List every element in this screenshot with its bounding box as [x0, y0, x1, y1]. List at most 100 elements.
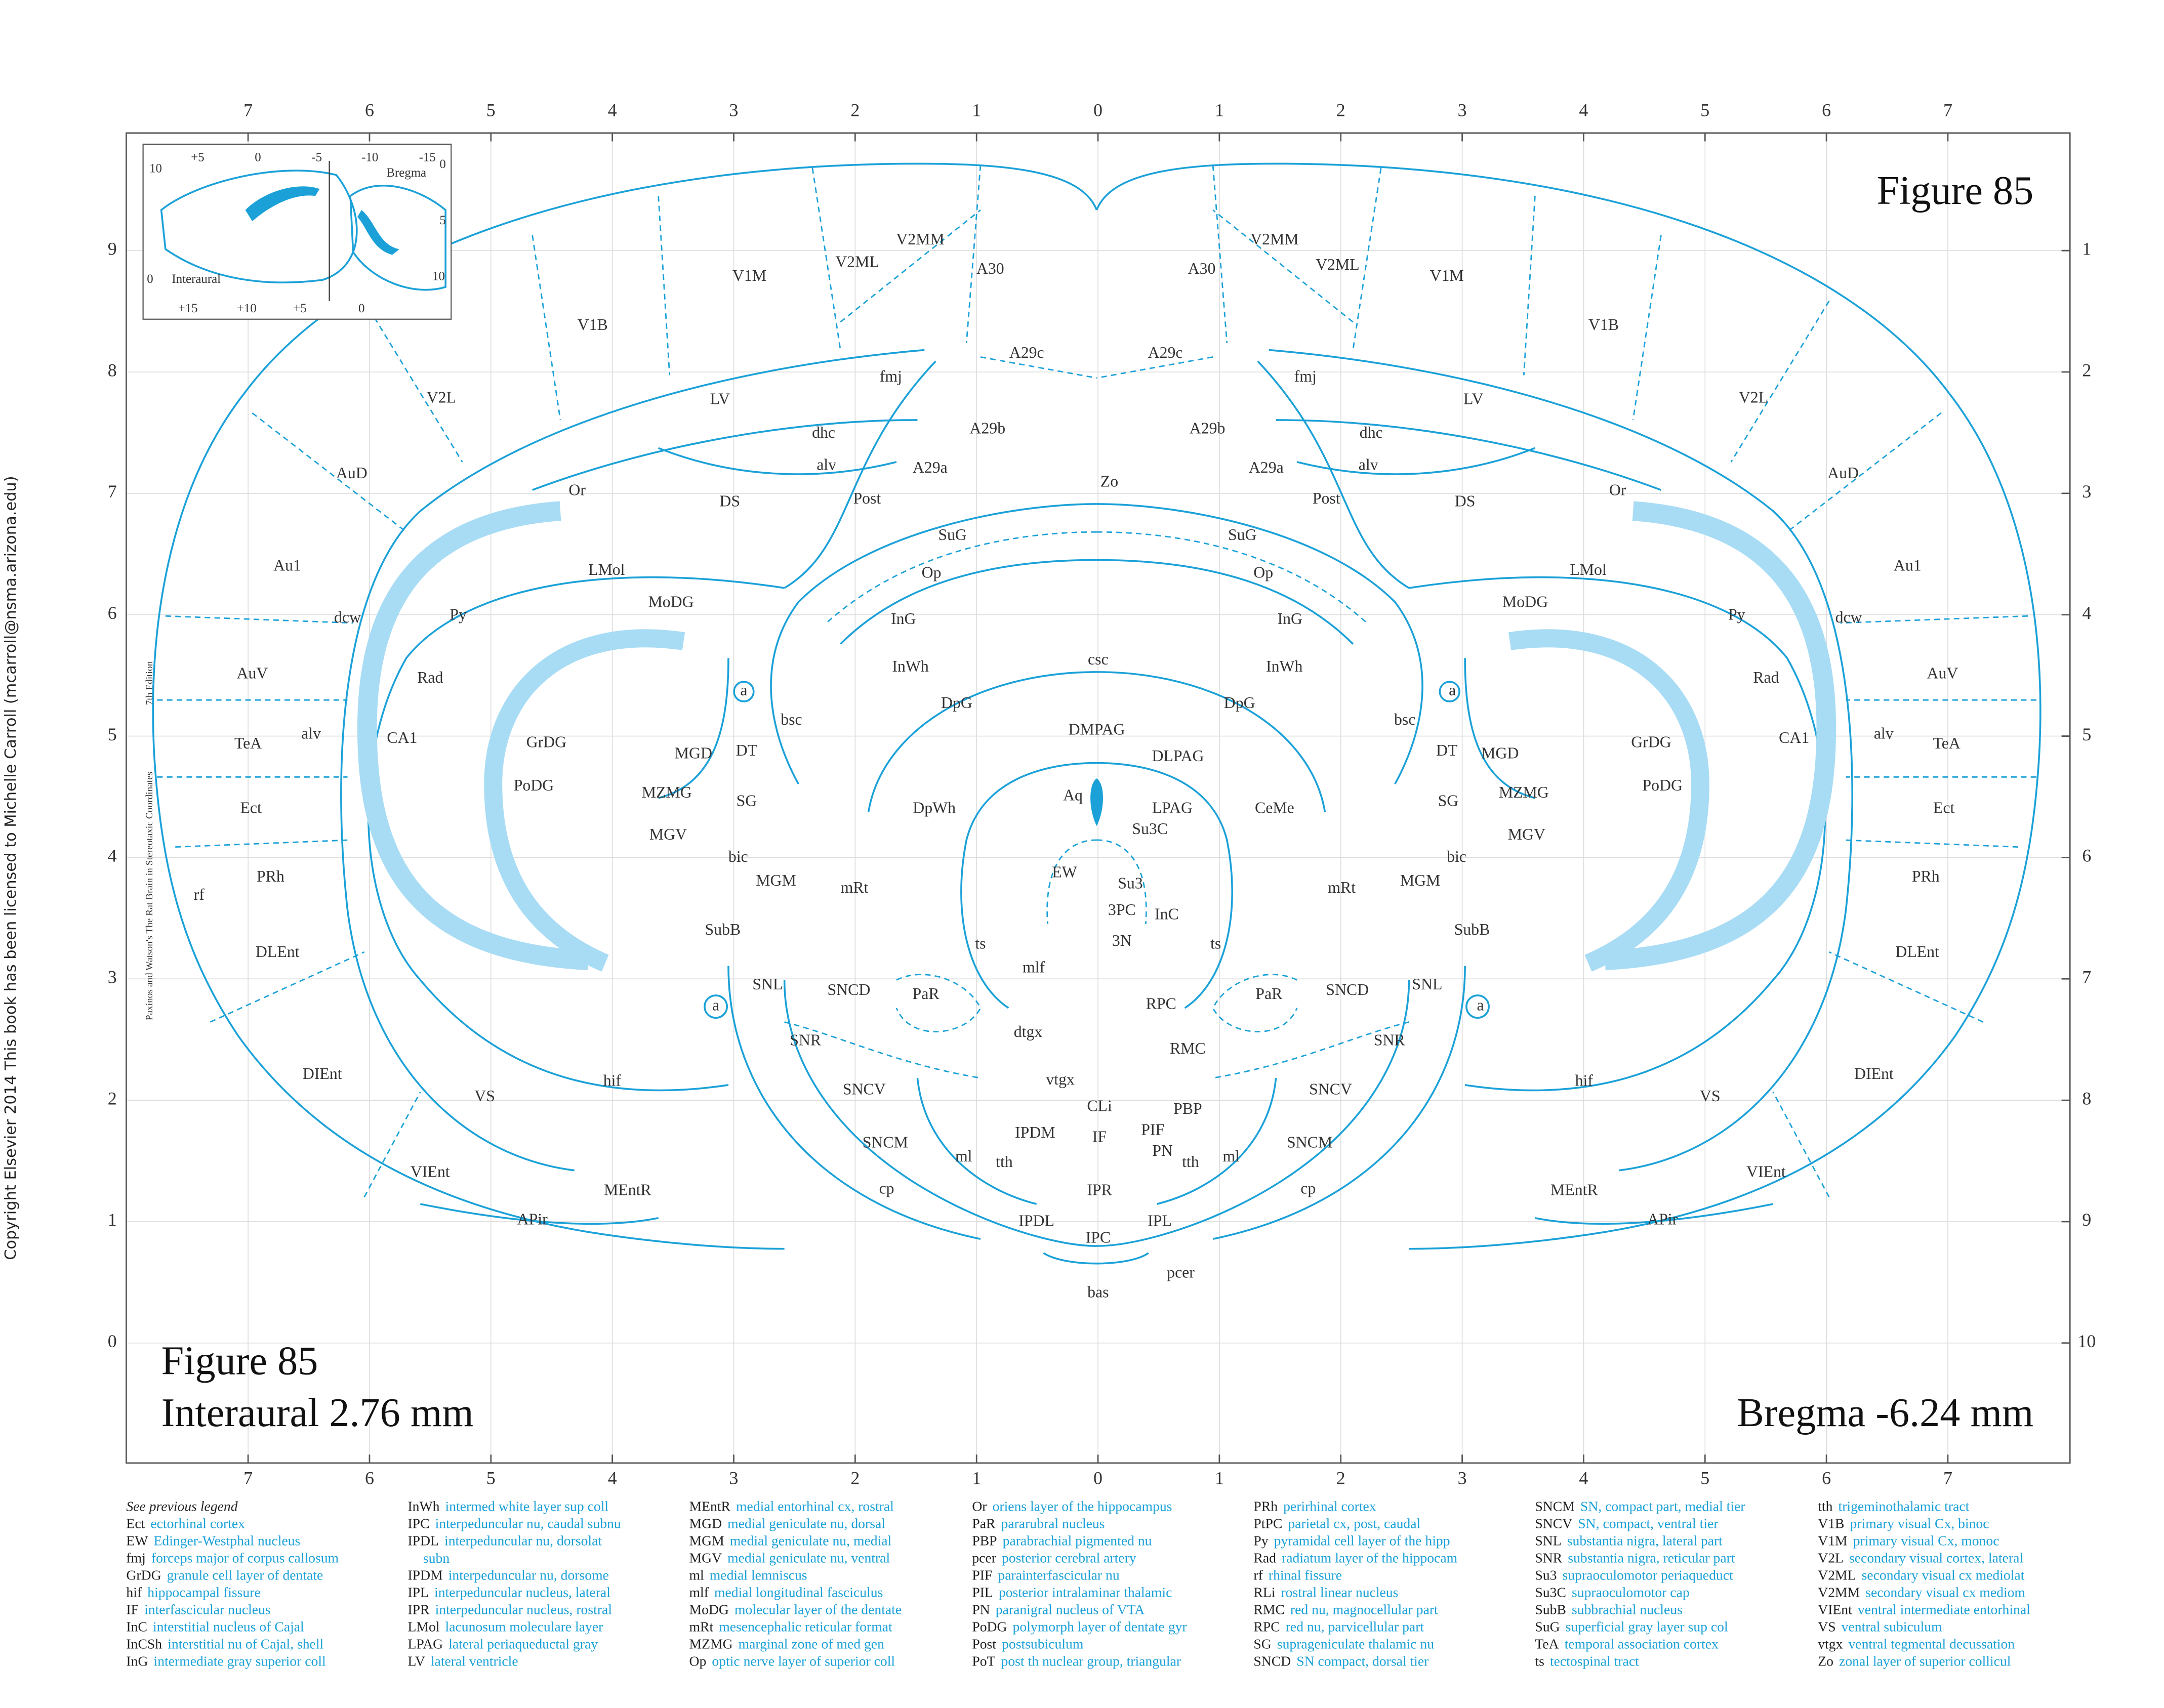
legend-name: medial geniculate nu, dorsal [727, 1516, 885, 1531]
legend-name: supraoculomotor cap [1572, 1585, 1690, 1600]
legend-abbr: VIEnt [1818, 1602, 1852, 1617]
region-label: InC [1155, 905, 1179, 923]
legend-abbr: VS [1818, 1619, 1835, 1635]
region-label: SNR [790, 1031, 822, 1049]
legend-abbr: MEntR [689, 1498, 731, 1514]
bottom-tick-label: 3 [1458, 1468, 1467, 1488]
region-label: IPR [1087, 1181, 1112, 1198]
legend-entry: Ect ectorhinal cortex [126, 1516, 245, 1531]
inset-label: -10 [361, 150, 378, 164]
legend-note: See previous legend [126, 1498, 237, 1514]
legend-entry: IPR interpeduncular nucleus, rostral [407, 1602, 612, 1617]
legend-name: interpeduncular nu, dorsolat [444, 1533, 602, 1549]
legend-abbr: SubB [1535, 1602, 1566, 1617]
legend-abbr: PIF [972, 1567, 992, 1583]
region-label: bsc [781, 711, 802, 728]
legend-abbr: tth [1818, 1498, 1832, 1514]
legend-entry: MGD medial geniculate nu, dorsal [689, 1516, 886, 1531]
region-label: tth [1182, 1153, 1199, 1171]
legend-name: trigeminothalamic tract [1839, 1498, 1970, 1514]
basilar-artery [1043, 1252, 1149, 1265]
left-tick-label: 7 [108, 481, 117, 502]
legend-name: subbrachial nucleus [1572, 1602, 1683, 1617]
legend-name: pararubral nucleus [1001, 1516, 1105, 1531]
region-label: InWh [1266, 657, 1302, 675]
legend-entry: Op optic nerve layer of superior coll [689, 1653, 895, 1669]
top-tick-label: 3 [729, 100, 739, 120]
region-label: MGD [1481, 744, 1519, 762]
legend-abbr: mRt [689, 1619, 714, 1635]
region-label: AuD [336, 464, 368, 482]
region-label: AuV [236, 664, 268, 682]
top-tick-label: 1 [1215, 100, 1224, 120]
region-label: dhc [812, 424, 835, 441]
legend-name: medial geniculate nu, ventral [727, 1550, 890, 1566]
region-label: Py [450, 606, 467, 623]
region-label: alv [816, 456, 836, 474]
region-label: Py [1728, 606, 1745, 623]
legend-entry: V2L secondary visual cortex, lateral [1818, 1550, 2023, 1566]
top-tick-label: 4 [1579, 100, 1588, 120]
legend-name: rostral linear nucleus [1281, 1585, 1398, 1600]
region-label: fmj [880, 367, 902, 385]
region-label: SuG [938, 526, 967, 544]
legend-abbr: LV [407, 1653, 425, 1669]
region-label: VS [474, 1087, 495, 1105]
region-label: V2ML [835, 253, 879, 270]
inset-label: 10 [432, 269, 445, 283]
bottom-tick-label: 7 [243, 1468, 253, 1488]
legend-entry: GrDG granule cell layer of dentate [126, 1567, 323, 1583]
region-label: AuD [1827, 464, 1859, 482]
legend-entry: PIL posterior intralaminar thalamic [972, 1585, 1172, 1600]
legend-name: ventral intermediate entorhinal [1858, 1602, 2030, 1617]
region-label: IPDM [1015, 1123, 1055, 1141]
legend-name: optic nerve layer of superior coll [712, 1653, 895, 1669]
hemisphere-outline [152, 162, 1098, 1250]
region-label: alv [301, 725, 321, 742]
legend-abbr: IF [126, 1602, 139, 1617]
region-label: bas [1087, 1283, 1109, 1301]
region-label: a [712, 996, 719, 1014]
region-label: mRt [1328, 879, 1356, 896]
legend-abbr: Rad [1253, 1550, 1276, 1566]
legend-entry: pcer posterior cerebral artery [972, 1550, 1136, 1566]
legend-abbr: RPC [1253, 1619, 1280, 1635]
legend-name: SN compact, dorsal tier [1296, 1653, 1428, 1669]
legend-name: postsubiculum [1002, 1636, 1084, 1652]
bottom-tick-label: 5 [1700, 1468, 1709, 1488]
region-label: PaR [1255, 985, 1283, 1003]
legend-name: ectorhinal cortex [150, 1516, 245, 1531]
region-label: PRh [257, 867, 284, 885]
region-label: rf [194, 886, 205, 903]
top-tick-label: 2 [1336, 100, 1345, 120]
right-tick-label: 6 [2082, 846, 2091, 866]
legend-abbr: ml [689, 1567, 705, 1583]
legend-name: molecular layer of the dentate [734, 1602, 902, 1617]
top-tick-label: 7 [243, 100, 253, 120]
region-label: IPDL [1018, 1212, 1054, 1229]
right-tick-label: 8 [2082, 1088, 2091, 1108]
region-label: IPL [1148, 1212, 1172, 1229]
legend-entry: MEntR medial entorhinal cx, rostral [689, 1498, 894, 1514]
legend-abbr: SNR [1535, 1550, 1562, 1566]
region-label: Or [568, 481, 586, 498]
legend-abbr: SNL [1535, 1533, 1561, 1549]
bottom-tick-label: 2 [1336, 1468, 1345, 1488]
legend-name: medial longitudinal fasciculus [714, 1585, 883, 1600]
legend-name: forceps major of corpus callosum [151, 1550, 339, 1566]
legend-abbr: PoDG [972, 1619, 1007, 1635]
region-label: PoDG [1642, 776, 1683, 794]
region-label: V1M [1430, 267, 1464, 284]
legend-entry: SNCM SN, compact part, medial tier [1535, 1498, 1745, 1514]
legend-name: interpeduncular nucleus, rostral [435, 1602, 613, 1617]
region-label: DpG [1224, 694, 1255, 712]
region-label: Or [1609, 481, 1626, 498]
region-label: MGM [756, 871, 796, 889]
region-label: APir [1647, 1211, 1678, 1228]
legend-name: lacunosum moleculare layer [445, 1619, 603, 1635]
legend-entry: LPAG lateral periaqueductal gray [407, 1636, 598, 1652]
legend-entry: vtgx ventral tegmental decussation [1818, 1636, 2015, 1652]
legend-name: lateral periaqueductal gray [448, 1636, 598, 1652]
region-label: SubB [1454, 921, 1490, 938]
